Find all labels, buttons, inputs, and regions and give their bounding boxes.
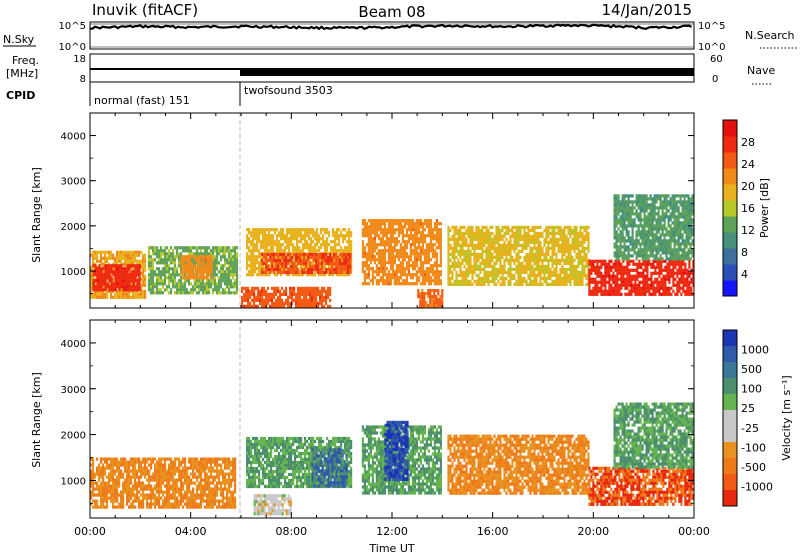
velocity-y-label: Slant Range [km]: [30, 372, 43, 468]
cpid-label: CPID: [6, 89, 35, 102]
freq-panel: Freq. [MHz] 18 8 60 0 Nave: [6, 53, 775, 85]
heatmap-region-2: [311, 448, 348, 488]
freq-label-1: Freq.: [12, 54, 39, 67]
nsky-line: [90, 23, 693, 31]
nsky-tick-top: 10^5: [59, 21, 86, 32]
power-cbar-tick: 12: [741, 224, 755, 237]
freq-label-2: [MHz]: [6, 67, 38, 80]
y-tick-label: 1000: [61, 267, 86, 278]
power-y-ticks: 1000 2000 3000 4000: [61, 112, 694, 294]
heatmap-region-8: [613, 402, 694, 469]
power-heatmap: 1000 2000 3000 4000 Slant Range [km]: [30, 112, 695, 309]
velocity-cbar-tick: 25: [741, 402, 755, 415]
freq-tick-top: 18: [73, 54, 86, 65]
heatmap-region-1: [92, 264, 141, 292]
nsky-label: N.Sky: [3, 33, 35, 46]
y-tick-label: 4000: [61, 339, 86, 350]
x-axis-label: Time UT: [368, 542, 414, 554]
heatmap-region-3: [253, 494, 292, 516]
x-tick-label: 00:00: [74, 525, 106, 538]
x-tick-labels: 00:00 04:00 08:00 12:00 16:00 20:00 00:00: [74, 525, 710, 538]
date-title: 14/Jan/2015: [602, 1, 693, 19]
freq-tick-bottom: 8: [80, 74, 86, 85]
power-cbar-tick: 8: [741, 246, 748, 259]
x-tick-label: 12:00: [376, 525, 408, 538]
nsearch-tick-top: 10^5: [698, 21, 725, 32]
power-y-label: Slant Range [km]: [30, 167, 43, 263]
heatmap-region-3: [180, 255, 213, 280]
velocity-cbar-tick: -500: [741, 461, 766, 474]
heatmap-region-9: [447, 225, 590, 286]
velocity-cbar-tick: -25: [741, 422, 759, 435]
nsearch-label: N.Search: [745, 29, 795, 42]
x-tick-label: 00:00: [678, 525, 710, 538]
heatmap-region-6: [241, 286, 332, 308]
velocity-y-ticks: 1000 2000 3000 4000: [61, 319, 694, 504]
heatmap-region-5: [384, 420, 409, 481]
station-title: Inuvik (fitACF): [92, 1, 198, 19]
nsky-panel: N.Sky 10^5 10^0 10^5 10^0 N.Search: [3, 21, 798, 53]
y-tick-label: 2000: [61, 431, 86, 442]
velocity-cbar-tick: 100: [741, 383, 762, 396]
power-cbar-tick: 20: [741, 180, 755, 193]
y-tick-label: 2000: [61, 222, 86, 233]
velocity-cbar-tick: -100: [741, 441, 766, 454]
nave-series: [240, 68, 694, 76]
velocity-colorbar: 1000 500 100 25 -25 -100 -500 -1000 Velocity [m…: [722, 329, 793, 507]
y-tick-label: 3000: [61, 177, 86, 188]
velocity-cbar-tick: 1000: [741, 344, 769, 357]
power-colorbar-label: Power [dB]: [758, 178, 771, 238]
power-x-ticks: [89, 113, 695, 308]
nave-tick-bottom: 0: [712, 74, 718, 85]
heatmap-region-8: [417, 289, 444, 308]
nave-label: Nave: [747, 64, 775, 77]
velocity-heatmap: 1000 2000 3000 4000 Slant Range [km]: [30, 319, 695, 519]
velocity-cbar-tick: -1000: [741, 480, 773, 493]
heatmap-region-6: [447, 434, 590, 495]
power-cbar-tick: 28: [741, 136, 755, 149]
heatmap-region-5: [261, 252, 352, 275]
power-colorbar: 4 8 12 16 20 24 28 Power [dB]: [722, 119, 771, 297]
nsky-series: [90, 23, 693, 31]
y-tick-label: 3000: [61, 385, 86, 396]
x-tick-label: 20:00: [577, 525, 609, 538]
heatmap-region-7: [588, 466, 694, 506]
x-tick-label: 04:00: [175, 525, 207, 538]
nsky-tick-bottom: 10^0: [59, 42, 86, 53]
y-tick-label: 4000: [61, 132, 86, 143]
velocity-cbar-tick: 500: [741, 363, 762, 376]
x-tick-label: 08:00: [275, 525, 307, 538]
heatmap-region-10: [588, 259, 694, 296]
x-tick-label: 16:00: [477, 525, 509, 538]
nsearch-tick-bottom: 10^0: [698, 42, 725, 53]
cpid-segment-1: normal (fast) 151: [94, 94, 190, 107]
power-cbar-tick: 16: [741, 202, 755, 215]
velocity-colorbar-label: Velocity [m s⁻¹]: [780, 375, 793, 460]
beam-title: Beam 08: [358, 3, 425, 21]
heatmap-region-0: [90, 457, 237, 509]
nave-tick-top: 60: [710, 54, 723, 65]
power-cbar-tick: 24: [741, 158, 755, 171]
y-tick-label: 1000: [61, 476, 86, 487]
heatmap-region-11: [613, 194, 694, 261]
cpid-segment-2: twofsound 3503: [244, 84, 333, 97]
velocity-x-ticks: [89, 320, 695, 518]
cpid-panel: CPID normal (fast) 151 twofsound 3503: [6, 82, 333, 107]
heatmap-region-7: [361, 219, 442, 286]
power-cbar-tick: 4: [741, 268, 748, 281]
